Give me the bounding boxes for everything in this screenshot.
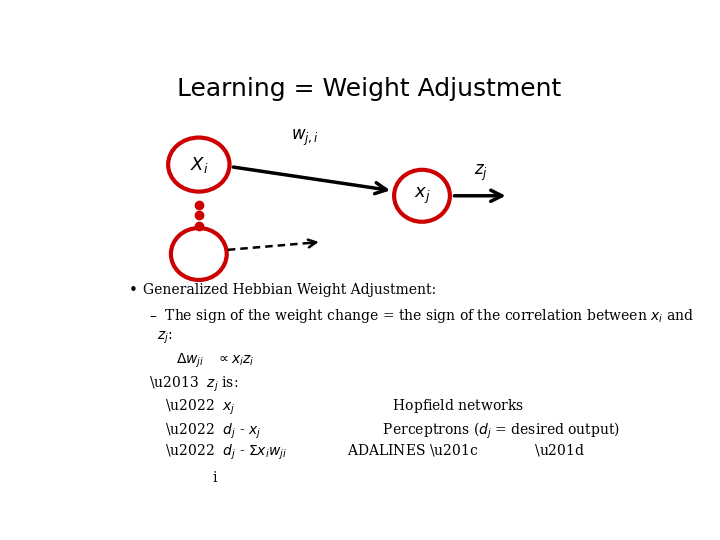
Text: –  The sign of the weight change = the sign of the correlation between $x_i$ and: – The sign of the weight change = the si…	[148, 307, 693, 325]
Text: $z_j$: $z_j$	[474, 163, 487, 183]
Text: \u2022  $d_j$ - $\Sigma x_i w_{ji}$              ADALINES \u201c             \u2: \u2022 $d_j$ - $\Sigma x_i w_{ji}$ ADALI…	[166, 443, 585, 462]
Text: \u2013  $z_j$ is:: \u2013 $z_j$ is:	[148, 375, 238, 394]
Text: i: i	[213, 471, 217, 484]
Text: Learning = Weight Adjustment: Learning = Weight Adjustment	[177, 77, 561, 102]
Text: •: •	[129, 283, 138, 298]
Text: $x_j$: $x_j$	[414, 186, 431, 206]
Text: $X_i$: $X_i$	[189, 154, 208, 174]
Text: $z_j$:: $z_j$:	[157, 330, 173, 346]
Text: \u2022  $d_j$ - $x_j$                            Perceptrons ($d_j$ = desired ou: \u2022 $d_j$ - $x_j$ Perceptrons ($d_j$ …	[166, 420, 621, 441]
Text: $w_{j,i}$: $w_{j,i}$	[291, 128, 319, 148]
Text: $\Delta w_{ji}$   $\propto x_i z_i$: $\Delta w_{ji}$ $\propto x_i z_i$	[176, 352, 255, 370]
Text: \u2022  $x_j$                                    Hopfield networks: \u2022 $x_j$ Hopfield networks	[166, 397, 524, 417]
Text: Generalized Hebbian Weight Adjustment:: Generalized Hebbian Weight Adjustment:	[143, 283, 436, 297]
